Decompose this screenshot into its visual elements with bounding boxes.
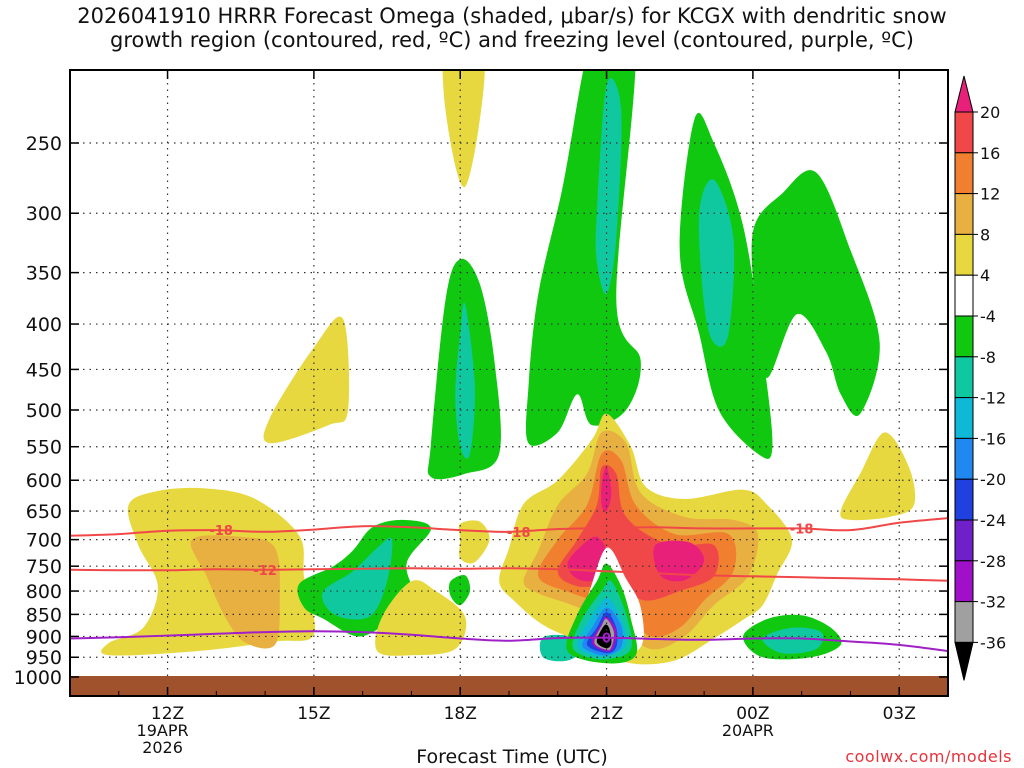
omega-region-23 (601, 467, 612, 512)
ytick-label-950: 950 (26, 647, 62, 669)
xtick-label-21Z: 21Z (590, 704, 623, 724)
colorbar-swatch (954, 315, 974, 358)
colorbar-swatch (954, 356, 974, 399)
ytick-label-400: 400 (26, 314, 62, 336)
ytick-label-700: 700 (26, 530, 62, 552)
colorbar-label: -24 (980, 511, 1006, 530)
xtick-sublabel: 20APR (722, 721, 774, 740)
dgz-contour-minus12-label: -12 (253, 564, 277, 579)
colorbar-label: 16 (980, 144, 1000, 163)
xtick-label-18Z: 18Z (444, 704, 477, 724)
colorbar-label: -28 (980, 552, 1006, 571)
contour-lines: -18 -18 -18 -12 0 (70, 517, 948, 653)
colorbar-swatch (954, 601, 974, 643)
omega-region-7 (595, 78, 622, 295)
freezing-contour-0 (70, 630, 948, 653)
omega-region-10 (751, 170, 880, 417)
x-axis-title: Forecast Time (UTC) (416, 746, 608, 768)
colorbar-label: 8 (980, 225, 990, 244)
dgz-contour-minus18 (70, 517, 948, 537)
ytick-label-350: 350 (26, 263, 62, 285)
omega-region-2 (263, 316, 350, 444)
chart-title: 2026041910 HRRR Forecast Omega (shaded, … (77, 4, 947, 52)
ytick-label-600: 600 (26, 470, 62, 492)
colorbar-swatch (954, 233, 974, 276)
ytick-label-750: 750 (26, 556, 62, 578)
y-axis: 2503003504004505005506006507007508008509… (14, 133, 948, 689)
ytick-label-450: 450 (26, 359, 62, 381)
omega-region-6 (525, 70, 641, 446)
omega-shading (101, 70, 916, 665)
dgz-contour-minus18-label: -18 (209, 524, 233, 539)
omega-region-5 (455, 302, 476, 459)
colorbar-swatch (954, 519, 974, 562)
omega-region-14 (458, 520, 490, 564)
xtick-sublabel: 19APR (137, 721, 189, 740)
colorbar-swatch (954, 111, 974, 154)
colorbar-bottom-arrow (954, 641, 974, 681)
colorbar-swatch (954, 193, 974, 235)
colorbar-swatch (954, 152, 974, 195)
colorbar-label: -36 (980, 633, 1006, 652)
colorbar-swatch (954, 274, 974, 317)
colorbar-swatch (954, 560, 974, 603)
ytick-label-900: 900 (26, 626, 62, 648)
colorbar-label: -8 (980, 348, 996, 367)
colorbar-swatch (954, 397, 974, 439)
colorbar: 20 16 12 8 4 -4 -8 -12 -16 -20 -24 -28 -32 -36 (954, 75, 1006, 681)
colorbar-label: -20 (980, 470, 1006, 489)
omega-region-12 (322, 537, 393, 620)
colorbar-label: -12 (980, 389, 1006, 408)
omega-region-22 (653, 540, 705, 582)
dgz-contour-minus18-label: -18 (507, 526, 531, 541)
colorbar-label: -4 (980, 307, 996, 326)
ytick-label-650: 650 (26, 501, 62, 523)
ytick-label-800: 800 (26, 581, 62, 603)
xtick-label-00Z: 00Z (736, 704, 769, 724)
omega-region-34 (762, 627, 824, 654)
colorbar-label: 12 (980, 185, 1000, 204)
xtick-label-03Z: 03Z (883, 704, 916, 724)
colorbar-label: 20 (980, 103, 1000, 122)
colorbar-swatch (954, 478, 974, 521)
ytick-label-250: 250 (26, 133, 62, 155)
colorbar-label: -16 (980, 429, 1006, 448)
dgz-contour-minus18-label: -18 (790, 522, 814, 537)
omega-region-1 (190, 535, 280, 649)
colorbar-label: 4 (980, 266, 990, 285)
credit-link[interactable]: coolwx.com/models (845, 747, 1012, 766)
ground-layer (70, 676, 948, 696)
freezing-contour-0-label: 0 (602, 632, 611, 647)
xtick-label-12Z: 12Z (151, 704, 184, 724)
gridlines (70, 70, 948, 696)
colorbar-label: -32 (980, 593, 1006, 612)
ytick-label-550: 550 (26, 437, 62, 459)
ground-fill (70, 676, 948, 696)
xtick-label-15Z: 15Z (297, 704, 330, 724)
ytick-label-1000: 1000 (14, 667, 62, 689)
ytick-label-850: 850 (26, 604, 62, 626)
colorbar-top-arrow (954, 75, 974, 113)
colorbar-swatch (954, 437, 974, 480)
dgz-contour-minus12 (70, 567, 948, 582)
ytick-label-300: 300 (26, 203, 62, 225)
omega-region-15 (448, 574, 471, 606)
omega-region-35 (840, 432, 916, 521)
ytick-label-500: 500 (26, 400, 62, 422)
omega-region-3 (442, 70, 485, 187)
omega-region-9 (698, 179, 735, 347)
xtick-sublabel: 2026 (142, 738, 183, 757)
